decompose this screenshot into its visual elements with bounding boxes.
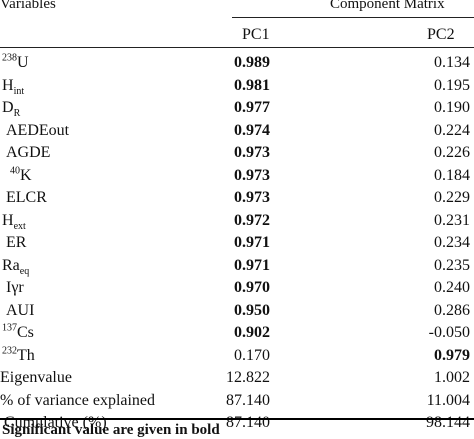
label-main: AEDEout (6, 121, 70, 139)
component-matrix-header: Component Matrix (330, 0, 445, 12)
pc1-value: 0.902 (234, 324, 270, 341)
label-main: Ra (2, 256, 20, 274)
row-label: 40K (10, 166, 32, 186)
pc2-value: 0.184 (434, 166, 470, 184)
label-main: D (2, 99, 14, 116)
pc2-value: 0.195 (434, 76, 470, 94)
pc1-value: 0.973 (234, 189, 270, 206)
label-main: H (2, 76, 14, 94)
columns-rule (0, 47, 474, 48)
label-main: ELCR (6, 189, 47, 206)
pc1-value: 0.974 (234, 121, 270, 139)
label-main: Iγr (6, 279, 24, 296)
pc2-value: 0.134 (434, 54, 470, 71)
bottom-rule (0, 418, 474, 420)
row-label: ELCR (6, 188, 47, 208)
label-main: AUI (6, 301, 35, 319)
pc1-value: 0.971 (234, 234, 270, 251)
label-subscript: R (13, 108, 21, 120)
pc2-value: -0.050 (428, 324, 470, 341)
label-main: Th (17, 346, 35, 364)
pc2-value: 0.234 (434, 234, 470, 251)
pc2-value: 1.002 (434, 369, 470, 386)
pc2-value: 0.226 (434, 144, 470, 161)
row-label: 238U (2, 53, 29, 73)
label-superscript: 40 (10, 165, 20, 177)
pc1-value: 0.170 (234, 346, 270, 364)
pc2-value: 0.224 (434, 121, 470, 139)
pc1-value: 12.822 (226, 369, 270, 386)
row-label: Raeq (2, 256, 30, 277)
label-superscript: 232 (2, 345, 17, 357)
label-subscript: int (13, 85, 25, 97)
label-superscript: 137 (2, 322, 17, 334)
pc1-value: 0.970 (234, 279, 270, 296)
pc2-value: 0.229 (434, 189, 470, 206)
pc1-header: PC1 (242, 26, 270, 43)
pc1-value: 0.989 (234, 54, 270, 71)
footnote: Significant value are given in bold (2, 422, 220, 438)
row-label: AGDE (6, 143, 50, 163)
label-subscript: ext (13, 220, 26, 232)
label-main: U (17, 54, 29, 71)
pc1-value: 87.140 (226, 391, 270, 409)
pc2-value: 0.286 (434, 301, 470, 319)
pc2-header: PC2 (427, 26, 455, 43)
label-main: AGDE (6, 144, 51, 161)
summary-label: % of variance explained (0, 391, 156, 409)
pc1-value: 0.950 (234, 301, 270, 319)
summary-label: Eigenvalue (0, 369, 72, 386)
label-main: ER (6, 234, 27, 251)
pc1-value: 0.972 (234, 211, 270, 229)
label-main: K (20, 166, 32, 184)
row-label: AUI (6, 301, 34, 321)
pc1-value: 0.973 (234, 166, 270, 184)
row-label: AEDEout (6, 121, 69, 141)
label-main: H (2, 211, 14, 229)
label-main: Cs (17, 324, 34, 341)
pc1-value: 0.973 (234, 144, 270, 161)
pc2-value: 0.190 (434, 99, 470, 116)
row-label: ER (6, 233, 26, 253)
pc2-value: 0.979 (434, 346, 470, 364)
row-label: 232Th (2, 346, 35, 366)
label-subscript: eq (19, 265, 30, 277)
row-label: 137Cs (2, 323, 34, 343)
pc2-value: 0.235 (434, 256, 470, 274)
row-label: DR (2, 98, 21, 120)
pc2-value: 98.144 (426, 414, 470, 431)
pc2-value: 11.004 (426, 391, 470, 409)
pc1-value: 0.971 (234, 256, 270, 274)
label-superscript: 238 (2, 52, 17, 64)
pc1-value: 0.977 (234, 99, 270, 116)
header-rule (232, 17, 474, 18)
pc2-value: 0.231 (434, 211, 470, 229)
row-label: Hint (2, 76, 25, 97)
row-label: Hext (2, 211, 26, 232)
variables-header: Variables (0, 0, 56, 12)
pc1-value: 0.981 (234, 76, 270, 94)
pc2-value: 0.240 (434, 279, 470, 296)
row-label: Iγr (6, 278, 24, 298)
